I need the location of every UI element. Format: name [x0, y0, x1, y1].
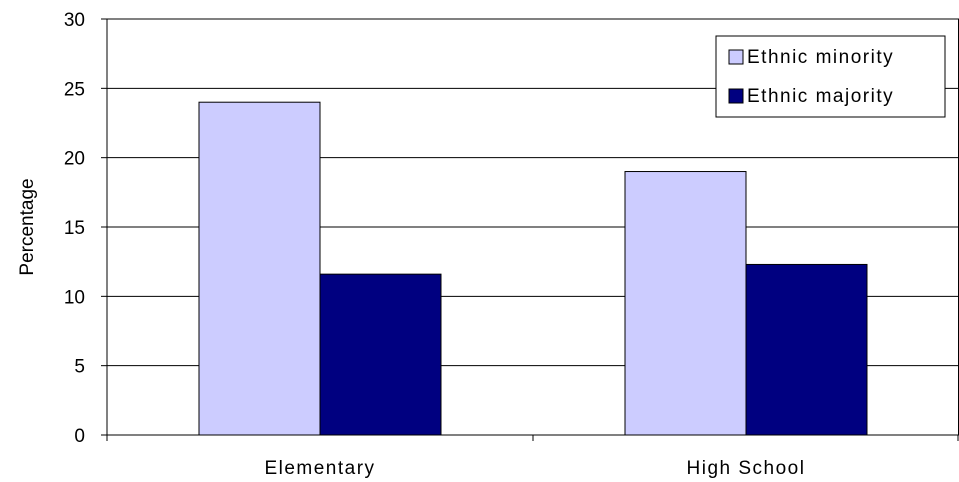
- bar-ethnic-majority-high-school: [745, 263, 868, 436]
- y-tick-label: 5: [74, 357, 85, 378]
- y-tick-label: 15: [64, 218, 85, 239]
- y-tick-label: 20: [64, 149, 85, 170]
- y-tick-label: 0: [74, 426, 85, 447]
- legend-box: [715, 35, 946, 118]
- y-tick-label: 25: [64, 79, 85, 100]
- bar-ethnic-majority-elementary: [319, 273, 442, 436]
- legend-label-ethnic-majority: Ethnic majority: [747, 86, 894, 107]
- legend-label-ethnic-minority: Ethnic minority: [747, 47, 894, 68]
- y-tick-label: 10: [64, 287, 85, 308]
- plot-area: Elementary High School 0 5 10 15 20 25 30: [64, 10, 959, 479]
- legend-swatch-ethnic-minority: [728, 49, 744, 65]
- x-tick-label: High School: [687, 458, 806, 479]
- bar-ethnic-minority-high-school: [624, 171, 747, 436]
- bar-ethnic-minority-elementary: [198, 101, 321, 436]
- y-axis-title: Percentage: [17, 178, 38, 275]
- y-tick-label: 30: [64, 10, 85, 31]
- x-tick-label: Elementary: [264, 458, 375, 479]
- legend-swatch-ethnic-majority: [728, 88, 744, 104]
- legend: Ethnic minority Ethnic majority: [715, 35, 946, 118]
